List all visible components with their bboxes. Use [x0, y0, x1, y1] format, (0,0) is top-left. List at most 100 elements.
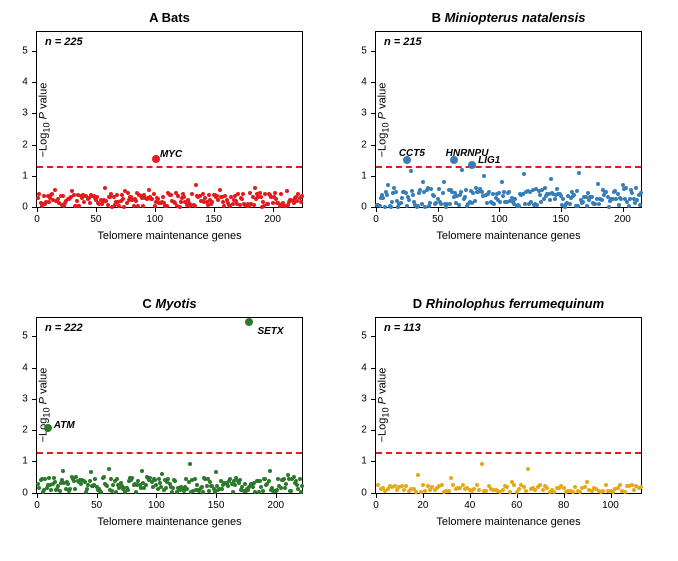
data-point	[475, 483, 479, 487]
data-point	[460, 168, 464, 172]
threshold-line	[376, 166, 641, 168]
x-tick	[499, 207, 500, 212]
y-tick	[32, 207, 37, 208]
x-tick	[37, 493, 38, 498]
threshold-line	[376, 452, 641, 454]
y-tick-label: 5	[361, 45, 367, 56]
y-tick	[32, 461, 37, 462]
data-point	[552, 490, 556, 494]
data-point	[472, 487, 476, 491]
x-axis-label: Telomere maintenance genes	[97, 516, 241, 528]
data-point	[394, 190, 398, 194]
gene-label: ATM	[54, 420, 75, 431]
y-tick	[371, 113, 376, 114]
y-tick	[32, 51, 37, 52]
data-point	[585, 204, 589, 208]
data-point	[457, 203, 461, 207]
data-point	[214, 470, 218, 474]
x-tick-label: 20	[417, 500, 428, 511]
data-point	[61, 194, 65, 198]
data-point	[428, 201, 432, 205]
gene-label: MYC	[160, 149, 182, 160]
data-point	[543, 186, 547, 190]
plot-area: −Log10 P valuen = 222050100150200012345A…	[36, 317, 303, 494]
data-point	[36, 196, 40, 200]
data-point	[405, 204, 409, 208]
data-point	[140, 469, 144, 473]
data-point	[103, 186, 107, 190]
gene-label: CCT5	[399, 148, 425, 159]
data-point	[279, 486, 283, 490]
data-point	[390, 200, 394, 204]
data-point	[409, 169, 413, 173]
data-point	[166, 477, 170, 481]
x-tick-label: 0	[34, 214, 40, 225]
x-tick-label: 150	[553, 214, 570, 225]
data-point	[404, 484, 408, 488]
data-point	[238, 478, 242, 482]
plot-area: −Log10 P valuen = 215050100150200012345C…	[375, 31, 642, 208]
y-tick-label: 4	[361, 362, 367, 373]
y-tick-label: 0	[361, 487, 367, 498]
x-tick	[216, 493, 217, 498]
x-tick	[214, 207, 215, 212]
data-point	[164, 486, 168, 490]
data-point	[572, 193, 576, 197]
gene-label: LIG1	[478, 155, 500, 166]
data-point	[37, 192, 41, 196]
y-tick-label: 4	[22, 77, 28, 88]
data-point	[299, 490, 303, 494]
data-point	[545, 486, 549, 490]
highlight-point	[152, 155, 160, 163]
data-point	[88, 479, 92, 483]
x-tick	[470, 493, 471, 498]
data-point	[147, 188, 151, 192]
data-point	[126, 488, 130, 492]
y-tick	[371, 493, 376, 494]
data-point	[300, 484, 304, 488]
y-tick	[371, 399, 376, 400]
data-point	[58, 489, 62, 493]
data-point	[480, 462, 484, 466]
x-tick-label: 50	[432, 214, 443, 225]
data-point	[171, 486, 175, 490]
y-tick	[32, 336, 37, 337]
data-point	[442, 180, 446, 184]
plot-area: −Log10 P valuen = 113020406080100012345	[375, 317, 642, 494]
data-point	[194, 183, 198, 187]
panel-grid: A Bats−Log10 P valuen = 2250501001502000…	[10, 10, 668, 551]
data-point	[577, 171, 581, 175]
data-point	[231, 490, 235, 494]
data-point	[299, 200, 303, 204]
x-tick	[376, 207, 377, 212]
y-tick-label: 1	[22, 456, 28, 467]
data-point	[201, 490, 205, 494]
data-point	[122, 205, 126, 209]
data-point	[73, 487, 77, 491]
data-point	[178, 205, 182, 209]
data-point	[507, 190, 511, 194]
data-point	[411, 193, 415, 197]
data-point	[89, 470, 93, 474]
data-point	[66, 482, 70, 486]
data-point	[266, 202, 270, 206]
data-point	[526, 467, 530, 471]
y-tick	[371, 176, 376, 177]
data-point	[144, 483, 148, 487]
x-tick-label: 100	[491, 214, 508, 225]
y-tick	[371, 82, 376, 83]
data-point	[298, 477, 302, 481]
data-point	[117, 204, 121, 208]
panel-title: D Rhinolophus ferrumequinum	[413, 296, 604, 311]
y-tick	[32, 368, 37, 369]
y-tick	[371, 336, 376, 337]
data-point	[253, 186, 257, 190]
data-point	[535, 203, 539, 207]
x-tick-label: 200	[267, 500, 284, 511]
data-point	[421, 483, 425, 487]
highlight-point	[468, 161, 476, 169]
y-tick	[371, 461, 376, 462]
data-point	[522, 172, 526, 176]
data-point	[261, 489, 265, 493]
data-point	[484, 489, 488, 493]
